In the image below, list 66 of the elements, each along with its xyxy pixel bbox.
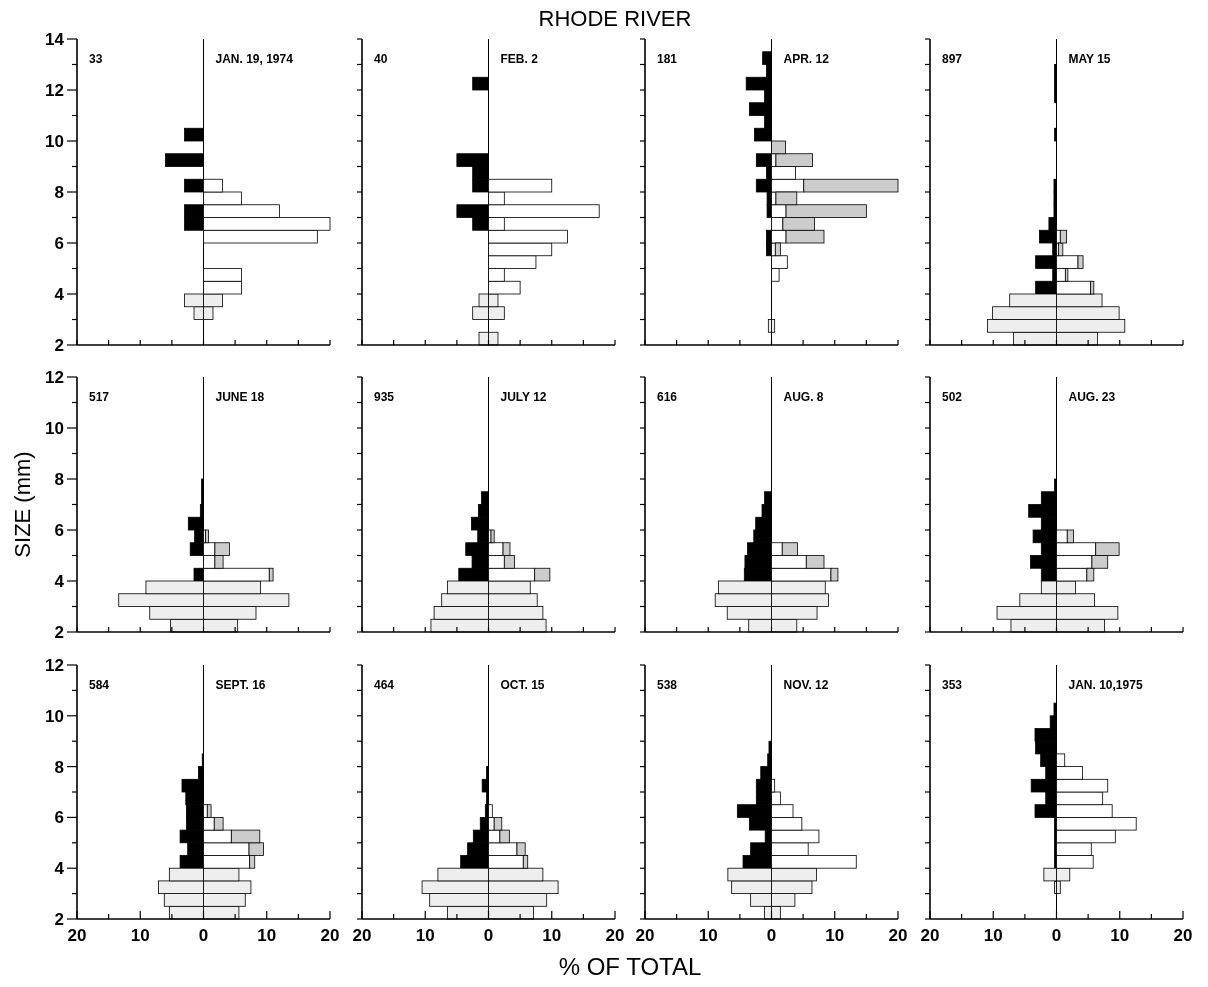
y-tick-label: 4 xyxy=(54,285,65,304)
y-tick-label: 12 xyxy=(45,656,64,675)
y-tick-label: 2 xyxy=(54,910,64,929)
annotation: APR. 12 xyxy=(783,52,830,66)
annotation: 538 xyxy=(657,678,678,692)
y-tick-label: 4 xyxy=(54,572,65,591)
annotation: 181 xyxy=(657,52,678,66)
annotation: 502 xyxy=(942,390,963,404)
annotation: FEB. 2 xyxy=(500,52,539,66)
y-tick-label: 12 xyxy=(45,368,64,387)
x-tick-label: 10 xyxy=(415,926,435,945)
annotation: SEPT. 16 xyxy=(215,678,266,692)
annotation: 464 xyxy=(374,678,395,692)
x-tick-label: 20 xyxy=(352,926,372,945)
chart-title: RHODE RIVER xyxy=(538,6,692,31)
y-axis-title: SIZE (mm) xyxy=(10,451,35,558)
y-tick-label: 6 xyxy=(54,521,64,540)
y-tick-label: 12 xyxy=(45,81,64,100)
x-tick-label: 0 xyxy=(198,926,209,945)
x-tick-label: 0 xyxy=(483,926,494,945)
x-tick-label: 20 xyxy=(1173,926,1193,945)
x-tick-label: 10 xyxy=(698,926,718,945)
x-tick-label: 20 xyxy=(888,926,908,945)
y-tick-label: 8 xyxy=(54,183,64,202)
x-tick-label: 20 xyxy=(920,926,940,945)
y-tick-label: 4 xyxy=(54,859,65,879)
y-tick-label: 10 xyxy=(45,419,64,438)
annotation: NOV. 12 xyxy=(783,678,829,692)
y-tick-label: 10 xyxy=(45,132,64,151)
annotation: JAN. 19, 1974 xyxy=(215,52,294,66)
annotation: AUG. 8 xyxy=(783,390,824,404)
x-tick-label: 20 xyxy=(605,926,625,945)
x-tick-label: 10 xyxy=(983,926,1003,945)
y-tick-label: 2 xyxy=(54,336,64,355)
x-tick-label: 10 xyxy=(1110,926,1130,945)
x-tick-label: 10 xyxy=(542,926,562,945)
x-tick-label: 0 xyxy=(766,926,777,945)
x-axis-title: % OF TOTAL xyxy=(558,953,702,980)
annotation: 935 xyxy=(374,390,395,404)
x-tick-label: 0 xyxy=(1051,926,1062,945)
annotation: JAN. 10,1975 xyxy=(1068,678,1143,692)
y-tick-label: 14 xyxy=(45,30,65,49)
annotation: JULY 12 xyxy=(500,390,547,404)
annotation: 40 xyxy=(374,52,388,66)
annotation: 33 xyxy=(89,52,103,66)
y-tick-label: 8 xyxy=(54,757,64,777)
y-tick-label: 6 xyxy=(54,808,64,828)
annotation: JUNE 18 xyxy=(215,390,265,404)
annotation: 584 xyxy=(89,678,110,692)
y-tick-label: 10 xyxy=(45,706,64,726)
y-tick-label: 2 xyxy=(54,623,64,642)
annotation: 897 xyxy=(942,52,963,66)
x-tick-label: 20 xyxy=(67,926,87,945)
y-tick-label: 6 xyxy=(54,234,64,253)
annotation: AUG. 23 xyxy=(1068,390,1116,404)
annotation: 353 xyxy=(942,678,963,692)
x-tick-label: 10 xyxy=(257,926,277,945)
annotation: 517 xyxy=(89,390,110,404)
annotation: 616 xyxy=(657,390,678,404)
y-tick-label: 8 xyxy=(54,470,64,489)
annotation: MAY 15 xyxy=(1068,52,1111,66)
x-tick-label: 20 xyxy=(320,926,340,945)
x-tick-label: 10 xyxy=(130,926,150,945)
annotation: OCT. 15 xyxy=(500,678,545,692)
x-tick-label: 20 xyxy=(635,926,655,945)
x-tick-label: 10 xyxy=(825,926,845,945)
